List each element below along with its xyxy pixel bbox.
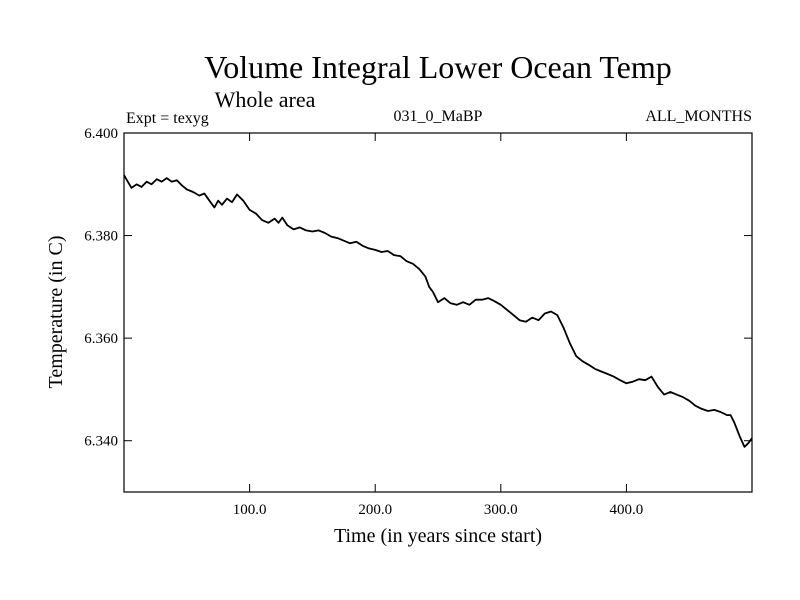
x-axis-label: Time (in years since start) [334,525,542,547]
x-tick-label: 200.0 [358,502,392,518]
y-axis-label: Temperature (in C) [45,236,67,389]
plot-frame [123,132,753,493]
x-tick-label: 300.0 [484,502,518,518]
chart-subtitle: Whole area [215,87,316,112]
y-tick-label: 6.360 [84,331,118,347]
y-axis: 6.340 6.360 6.380 6.400 [84,126,752,450]
series-line [123,174,753,448]
x-tick-label: 100.0 [233,502,267,518]
left-string: Expt = texyg [126,110,209,127]
chart-title: Volume Integral Lower Ocean Temp [204,49,672,85]
x-tick-label: 400.0 [610,502,644,518]
y-tick-label: 6.340 [84,434,118,450]
center-string: 031_0_MaBP [394,108,483,125]
x-axis: 100.0 200.0 300.0 400.0 [233,133,644,518]
y-tick-label: 6.400 [84,126,118,142]
right-string: ALL_MONTHS [645,108,752,125]
y-tick-label: 6.380 [84,229,118,245]
series-layer [123,174,753,448]
